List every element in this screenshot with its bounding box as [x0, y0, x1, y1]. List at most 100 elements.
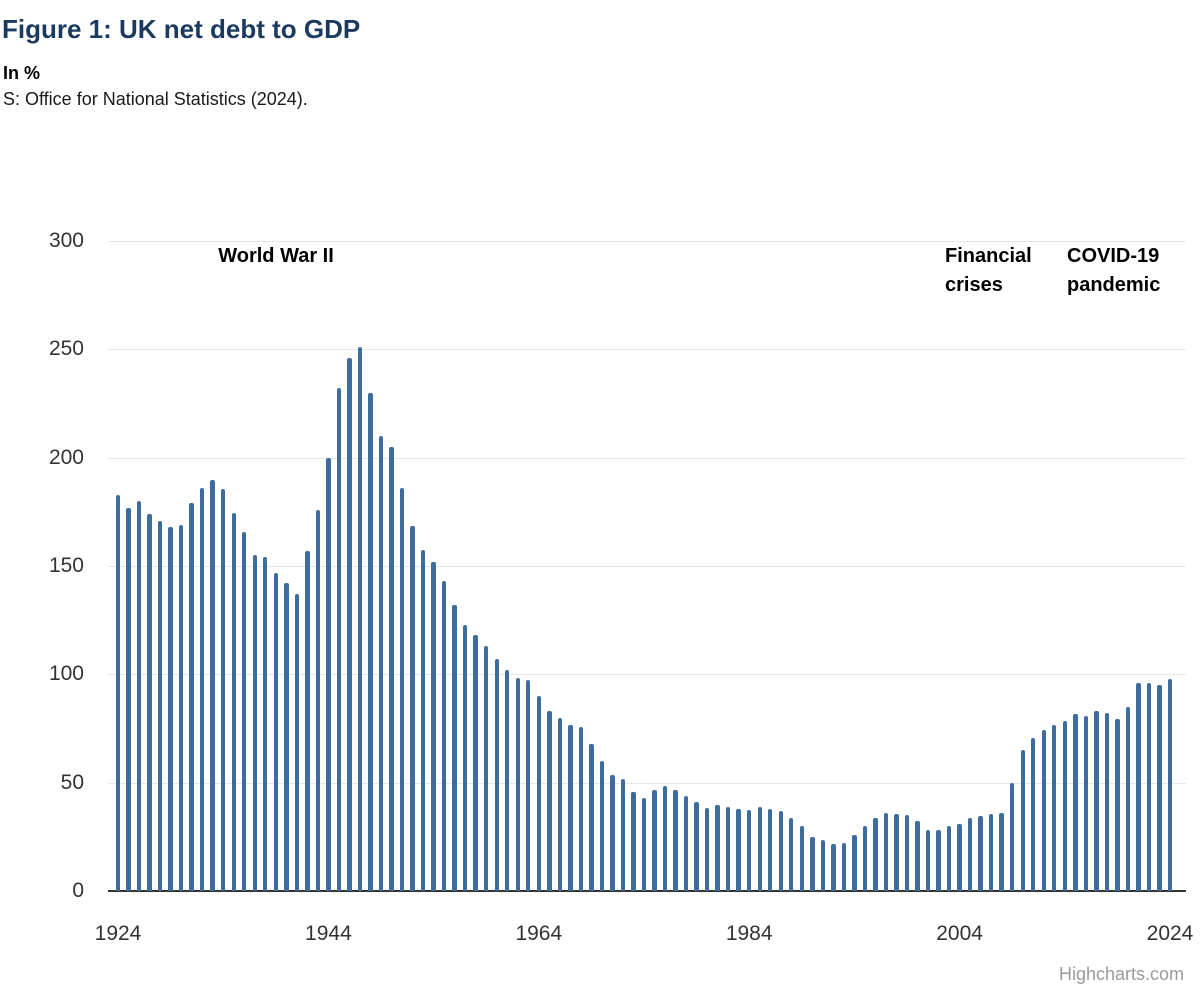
bar-1946[interactable]: [347, 358, 352, 891]
bar-1956[interactable]: [452, 605, 457, 891]
bar-1999[interactable]: [904, 815, 910, 891]
bar-1953[interactable]: [420, 549, 426, 891]
bar-1985[interactable]: [757, 806, 762, 891]
bar-2020[interactable]: [1125, 706, 1131, 891]
bar-2023[interactable]: [1157, 685, 1162, 891]
bar-1934[interactable]: [221, 489, 226, 891]
bar-1996[interactable]: [873, 818, 878, 891]
bar-1932[interactable]: [199, 488, 205, 891]
bar-1976[interactable]: [662, 785, 668, 891]
bar-1986[interactable]: [768, 808, 773, 891]
bar-1940[interactable]: [284, 583, 289, 891]
bar-2013[interactable]: [1052, 725, 1057, 891]
bar-1971[interactable]: [610, 775, 615, 891]
bar-1929[interactable]: [168, 527, 173, 891]
bar-1924[interactable]: [115, 494, 121, 891]
bar-1989[interactable]: [799, 826, 804, 891]
bar-2006[interactable]: [978, 816, 983, 891]
bar-1954[interactable]: [431, 561, 436, 891]
bar-2018[interactable]: [1104, 713, 1110, 891]
bar-2024[interactable]: [1167, 678, 1173, 891]
bar-1973[interactable]: [631, 792, 636, 891]
bar-1975[interactable]: [652, 790, 657, 891]
bar-1979[interactable]: [694, 802, 699, 891]
bar-1952[interactable]: [410, 525, 415, 891]
bar-1969[interactable]: [589, 743, 594, 891]
bar-1959[interactable]: [484, 646, 489, 891]
bar-1966[interactable]: [557, 717, 563, 891]
bar-1990[interactable]: [810, 836, 815, 891]
bar-1977[interactable]: [673, 790, 678, 891]
bar-2021[interactable]: [1136, 683, 1141, 891]
bar-1981[interactable]: [715, 805, 720, 891]
bar-1970[interactable]: [599, 761, 605, 891]
bar-1948[interactable]: [368, 392, 373, 891]
bar-2010[interactable]: [1020, 750, 1025, 891]
bar-2017[interactable]: [1094, 711, 1099, 891]
bar-1947[interactable]: [357, 347, 363, 891]
bar-1955[interactable]: [441, 581, 447, 891]
bar-2012[interactable]: [1041, 729, 1046, 891]
bar-1949[interactable]: [378, 436, 384, 891]
bar-2003[interactable]: [946, 826, 952, 891]
bar-1997[interactable]: [883, 813, 889, 891]
bar-2005[interactable]: [967, 818, 973, 891]
bar-1972[interactable]: [620, 779, 626, 891]
bar-1993[interactable]: [841, 843, 847, 891]
bar-1982[interactable]: [725, 806, 731, 891]
bar-1987[interactable]: [778, 810, 783, 891]
bar-2011[interactable]: [1031, 738, 1036, 891]
bar-1944[interactable]: [326, 457, 331, 891]
bar-2009[interactable]: [1010, 782, 1015, 891]
bar-1925[interactable]: [126, 507, 131, 891]
bar-2004[interactable]: [957, 823, 962, 891]
bar-2016[interactable]: [1083, 715, 1089, 891]
bar-1928[interactable]: [157, 520, 163, 891]
bar-1945[interactable]: [336, 388, 342, 891]
bar-1938[interactable]: [263, 557, 268, 891]
bar-1991[interactable]: [820, 840, 826, 891]
bar-1984[interactable]: [747, 809, 752, 891]
bar-1968[interactable]: [578, 727, 584, 891]
bar-1961[interactable]: [505, 670, 510, 891]
bar-1930[interactable]: [178, 524, 184, 891]
bar-1967[interactable]: [568, 725, 573, 891]
bar-1962[interactable]: [515, 677, 520, 891]
bar-2008[interactable]: [999, 813, 1004, 891]
bar-2015[interactable]: [1073, 714, 1078, 891]
bar-1950[interactable]: [389, 446, 394, 891]
bar-2014[interactable]: [1062, 720, 1067, 891]
bar-1927[interactable]: [147, 514, 152, 891]
bar-1936[interactable]: [242, 532, 247, 891]
bar-1937[interactable]: [252, 555, 257, 891]
bar-1978[interactable]: [683, 795, 689, 891]
bar-2002[interactable]: [936, 830, 941, 891]
bar-1951[interactable]: [399, 488, 405, 891]
bar-1958[interactable]: [473, 635, 478, 891]
bar-1963[interactable]: [526, 679, 531, 891]
bar-1994[interactable]: [852, 834, 857, 891]
bar-1974[interactable]: [641, 797, 647, 891]
bar-1992[interactable]: [831, 844, 836, 891]
bar-1960[interactable]: [494, 659, 499, 891]
bar-1995[interactable]: [862, 826, 868, 891]
highcharts-credit-link[interactable]: Highcharts.com: [1058, 964, 1184, 984]
bar-2007[interactable]: [988, 814, 994, 891]
bar-1941[interactable]: [294, 594, 300, 891]
bar-1980[interactable]: [704, 807, 710, 891]
bar-1988[interactable]: [789, 818, 794, 891]
bar-1943[interactable]: [315, 509, 321, 891]
bar-1983[interactable]: [736, 808, 741, 891]
bar-1942[interactable]: [305, 550, 310, 891]
bar-1926[interactable]: [136, 501, 142, 891]
bar-1935[interactable]: [231, 512, 236, 891]
bar-2019[interactable]: [1115, 718, 1120, 891]
bar-1965[interactable]: [547, 711, 552, 891]
bar-1964[interactable]: [536, 696, 541, 891]
bar-1933[interactable]: [210, 480, 215, 891]
bar-2001[interactable]: [925, 830, 931, 891]
bar-2022[interactable]: [1146, 683, 1152, 891]
bar-1957[interactable]: [462, 624, 468, 891]
bar-1931[interactable]: [189, 503, 194, 891]
bar-1939[interactable]: [273, 572, 278, 891]
